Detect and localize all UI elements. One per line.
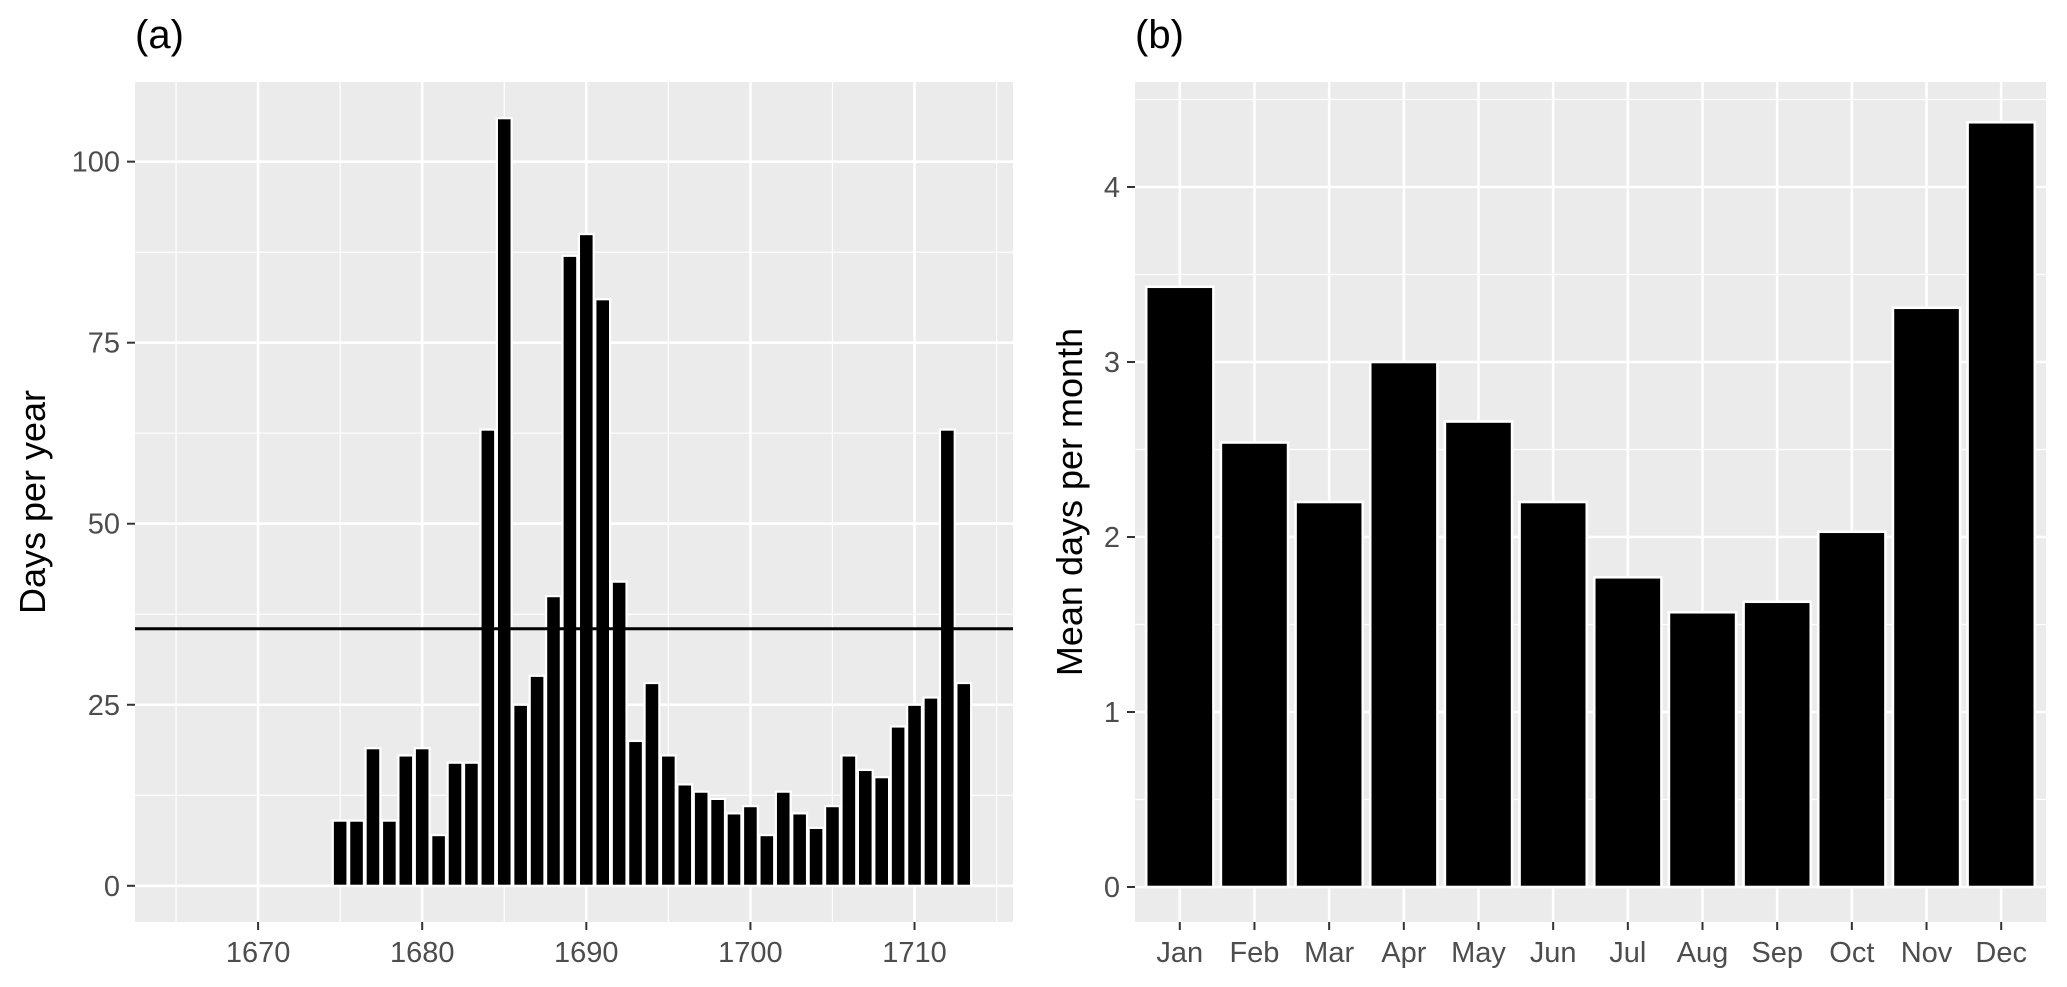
x-tick-label: 1670 [226,937,291,969]
bar [495,117,513,887]
bar [823,805,841,887]
bar [676,783,694,887]
bar [545,595,562,887]
panel-b-y-axis-title: Mean days per month [1049,328,1090,676]
x-tick-label: Sep [1751,937,1803,969]
panel-a-label: (a) [135,13,184,57]
bar [906,703,924,887]
y-tick-label: 100 [72,147,120,179]
panel-b-bars [1144,120,2037,889]
bar [791,812,809,887]
y-tick-label: 4 [1104,172,1120,204]
bar [643,681,661,887]
bar [774,790,792,887]
bar [741,805,759,887]
panel-b: (b) 0 1 2 3 4 Jan Feb Mar Apr May Jun Jul Aug Sep Oct… [1049,13,2046,969]
bar [889,725,907,887]
bar [528,674,546,887]
x-tick-label: Jan [1156,937,1203,969]
x-tick-label: Feb [1229,937,1279,969]
bar [561,254,579,887]
x-tick-label: 1700 [718,937,783,969]
bar [430,834,448,887]
y-tick-label: 1 [1104,697,1120,729]
x-tick-label: Jun [1530,937,1577,969]
bar [758,834,776,887]
y-tick-label: 25 [88,690,120,722]
bar-jul [1592,575,1663,889]
panel-b-label: (b) [1135,13,1184,57]
bar [446,761,464,887]
bar [577,232,595,887]
y-tick-label: 0 [104,871,120,903]
bar-oct [1816,530,1887,889]
y-tick-label: 75 [88,328,120,360]
panel-a-x-ticks: 1670 1680 1690 1700 1710 [226,922,947,969]
y-tick-label: 3 [1104,347,1120,379]
x-tick-label: Aug [1677,937,1729,969]
panel-a: (a) 0 25 50 75 100 1670 1680 1690 1700 1710 Days… [12,13,1013,969]
bar [610,580,628,887]
panel-a-bars [331,117,973,887]
bar [348,819,366,887]
bar-sep [1742,600,1813,889]
panel-a-y-axis-title: Days per year [12,390,53,614]
bar-nov [1891,306,1962,889]
x-tick-label: Oct [1829,937,1874,969]
bar [840,754,858,887]
bar [331,819,349,887]
x-tick-label: Apr [1381,937,1426,969]
bar [627,739,645,887]
bar [709,797,727,887]
bar [413,747,431,887]
bar [397,754,415,887]
x-tick-label: Dec [1975,937,2027,969]
bar-feb [1219,441,1290,889]
bar-dec [1966,120,2037,889]
bar [955,681,973,887]
x-tick-label: Jul [1609,937,1646,969]
bar [659,754,677,887]
bar [594,298,612,887]
panel-b-x-ticks: Jan Feb Mar Apr May Jun Jul Aug Sep Oct Nov Dec [1156,922,2027,969]
bar-apr [1368,360,1439,889]
bar-aug [1667,610,1738,889]
x-tick-label: 1680 [390,937,455,969]
bar [512,703,530,887]
bar-jun [1518,500,1589,889]
bar [873,776,891,887]
y-tick-label: 50 [88,509,120,541]
bar-may [1443,420,1514,889]
bar [938,428,956,887]
x-tick-label: 1690 [554,937,619,969]
bar [725,812,743,887]
bar-mar [1294,500,1365,889]
y-tick-label: 0 [1104,872,1120,904]
x-tick-label: Mar [1304,937,1354,969]
bar [856,768,874,887]
panel-b-y-ticks: 0 1 2 3 4 [1104,172,1135,904]
x-tick-label: 1710 [882,937,947,969]
panel-a-y-ticks: 0 25 50 75 100 [72,147,135,903]
bar [692,790,710,887]
bar [364,747,382,887]
x-tick-label: Nov [1901,937,1953,969]
y-tick-label: 2 [1104,522,1120,554]
bar-jan [1144,285,1215,889]
bar [380,819,398,887]
bar [922,696,940,887]
bar [807,826,825,887]
x-tick-label: May [1451,937,1506,969]
bar [462,761,480,887]
bar [479,428,497,887]
